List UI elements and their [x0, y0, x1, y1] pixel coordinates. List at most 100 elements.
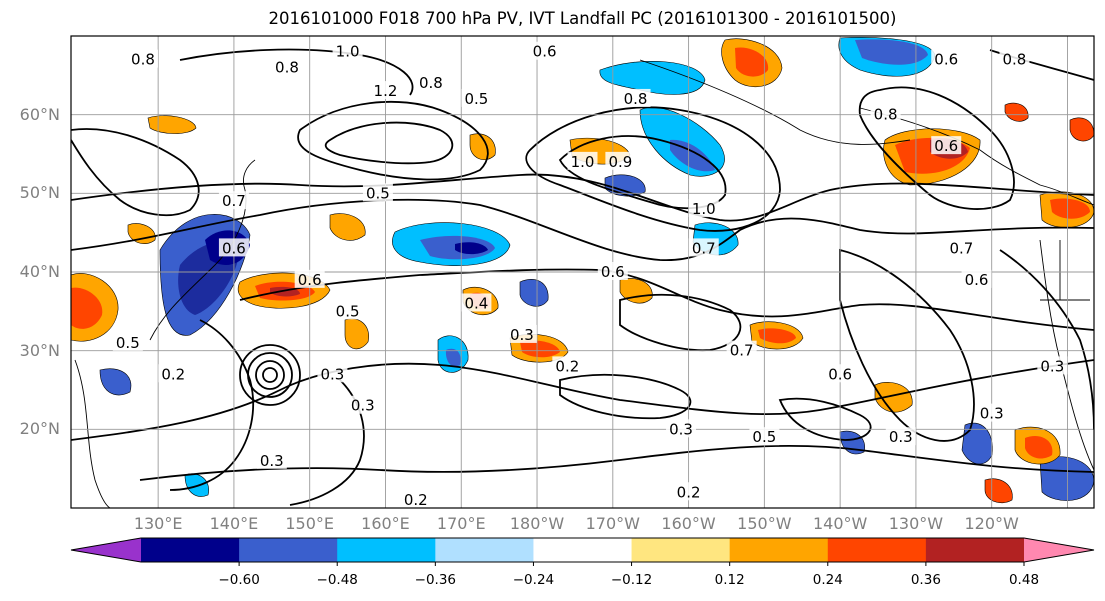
contour-label: 0.3 [980, 405, 1004, 423]
contour-label-background [605, 151, 636, 170]
contour-label: 0.2 [161, 365, 185, 383]
longitude-label: 150°E [285, 514, 335, 533]
longitude-label: 160°E [361, 514, 410, 533]
contour-label-background [461, 293, 492, 312]
longitude-label: 140°E [209, 514, 259, 533]
contour-label: 0.7 [692, 239, 716, 257]
colorbar [70, 537, 1095, 566]
colorbar-segment [533, 538, 633, 562]
contour-label-background [127, 49, 158, 68]
contour-label-background [666, 419, 697, 438]
contour-label: 0.8 [624, 90, 648, 108]
contour-label-background [529, 41, 560, 60]
contour-label: 0.6 [298, 271, 322, 289]
longitude-label: 120°W [964, 514, 1019, 533]
contour-label: 0.5 [366, 184, 390, 202]
contour-label: 0.4 [464, 294, 488, 312]
contour-label: 0.5 [116, 334, 140, 352]
contour-label-background [673, 482, 704, 501]
contour-label-background [1037, 356, 1068, 375]
longitude-label: 170°W [585, 514, 640, 533]
latitude-label: 30°N [19, 340, 60, 360]
latitude-label: 50°N [19, 183, 60, 203]
contour-label-background [256, 450, 287, 469]
contour-label: 0.5 [464, 90, 488, 108]
contour-label: 0.3 [889, 428, 913, 446]
latitude-label: 40°N [19, 262, 60, 281]
latitude-label: 60°N [19, 104, 60, 124]
contour-label: 0.5 [752, 428, 776, 446]
contour-label-background [400, 490, 431, 508]
contour-label-background [567, 151, 598, 170]
contour-label: 0.8 [874, 106, 898, 124]
contour-label-background [461, 88, 492, 107]
colorbar-tick-label: −0.36 [414, 572, 457, 588]
contour-label: 0.2 [677, 483, 701, 501]
contour-label-background [726, 340, 757, 359]
contour-label-background [688, 199, 719, 218]
contour-label: 1.0 [571, 153, 595, 171]
contour-label-background [332, 301, 363, 320]
colorbar-segment [827, 538, 927, 562]
colorbar-tick-label: −0.60 [218, 572, 260, 588]
contour-label-background [112, 332, 143, 351]
colorbar-outline [70, 537, 1095, 563]
colorbar-tick-label: 0.48 [1008, 572, 1040, 588]
contour-label: 0.3 [669, 420, 693, 438]
contour-label: 0.8 [1003, 51, 1027, 69]
contour-label-background [870, 104, 901, 123]
contour-label: 0.8 [419, 74, 443, 92]
contour-label: 0.6 [965, 271, 989, 289]
longitude-label: 140°W [812, 514, 868, 533]
colorbar-segment [337, 538, 436, 562]
colorbar-segment [631, 538, 731, 562]
contour-label-background [999, 49, 1030, 68]
contour-label: 0.3 [351, 397, 375, 415]
contour-label-background [317, 364, 348, 383]
colorbar-segment [729, 538, 829, 562]
contour-label-background [931, 136, 962, 155]
contour-label-background [218, 238, 249, 257]
contour-label: 1.0 [692, 200, 716, 218]
colorbar-tick-label: −0.12 [610, 572, 653, 588]
map-field-layer: 0.8 0.8 1.0 1.2 0.8 0.5 0.6 0.8 1.0 0.9 1.0 0.7 0.6 0… [71, 36, 1094, 509]
colorbar-extend-low [71, 538, 141, 562]
contour-label: 0.2 [404, 491, 428, 509]
contour-label-background [218, 191, 249, 210]
contour-label-background [597, 262, 628, 280]
contour-label-background [825, 364, 856, 383]
colorbar-segment [141, 538, 240, 562]
colorbar-tick-label: −0.48 [316, 572, 358, 588]
longitude-label: 150°W [737, 514, 792, 533]
latitude-label: 20°N [19, 419, 60, 439]
contour-label: 0.3 [321, 365, 345, 383]
contour-label-background [885, 427, 916, 446]
contour-label: 0.2 [555, 357, 579, 375]
contour-label-background [749, 427, 780, 446]
contour-label-background [620, 88, 651, 107]
contour-label-background [931, 49, 962, 68]
contour-label: 0.7 [730, 342, 754, 360]
longitude-label: 130°W [888, 514, 944, 533]
colorbar-segment [925, 538, 1025, 562]
contour-label: 0.6 [533, 43, 557, 61]
contour-label: 0.7 [222, 192, 246, 210]
contour-label-background [961, 269, 992, 288]
contour-label: 0.3 [260, 452, 284, 470]
longitude-label: 130°E [133, 514, 183, 533]
figure-title: 2016101000 F018 700 hPa PV, IVT Landfall… [268, 9, 897, 28]
colorbar-extend-high [1024, 538, 1094, 562]
contour-label-background [271, 57, 302, 76]
contour-label-background [370, 81, 401, 100]
contour-label-background [552, 356, 583, 375]
colorbar-segment [239, 538, 338, 562]
map-frame [70, 35, 1095, 509]
contour-label-background [506, 324, 537, 343]
contour-label-background [976, 403, 1007, 422]
contour-label: 0.6 [601, 263, 625, 281]
contour-label-background [688, 238, 719, 257]
contour-label: 0.6 [828, 365, 852, 383]
contour-label-background [415, 73, 446, 92]
